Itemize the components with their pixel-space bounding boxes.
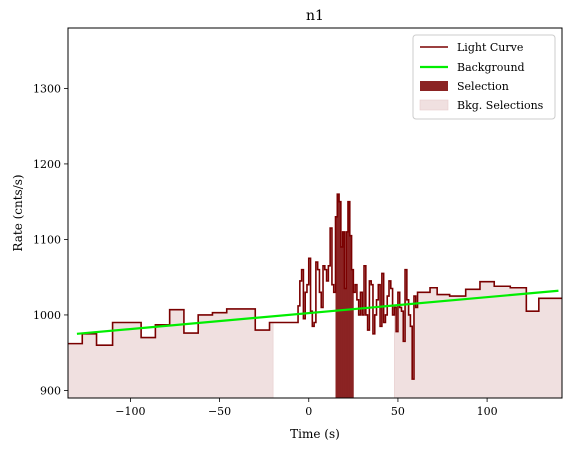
selection-bar (335, 216, 338, 398)
chart-title: n1 (306, 8, 324, 24)
y-tick-label: 900 (40, 384, 61, 397)
x-tick-label: 100 (477, 405, 498, 418)
selection-bar (346, 231, 349, 398)
plot-frame (67, 27, 563, 399)
y-axis-label: Rate (cnts/s) (11, 174, 25, 251)
background-fit-line (76, 289, 559, 335)
legend-label-background: Background (457, 61, 525, 74)
selection-bar (340, 246, 344, 398)
x-axis: −100 −50 0 50 100 (115, 398, 498, 418)
legend-label-bkg-selections: Bkg. Selections (457, 99, 544, 112)
selection-bar (351, 269, 354, 398)
y-tick-label: 1300 (33, 82, 61, 95)
selection-bar (347, 201, 351, 398)
selection-region (335, 194, 354, 398)
bkg-selection-regions (68, 269, 562, 398)
selection-bar (339, 201, 342, 398)
plot-area (68, 193, 562, 398)
legend-label-light-curve: Light Curve (457, 41, 523, 54)
light-curve-series (68, 193, 562, 380)
selection-bar (349, 235, 352, 398)
y-tick-label: 1100 (33, 233, 61, 246)
x-axis-label: Time (s) (290, 427, 340, 441)
x-tick-label: 0 (305, 405, 312, 418)
selection-bar (342, 231, 345, 398)
legend-box (412, 34, 556, 120)
legend: Light Curve Background Selection Bkg. Se… (412, 34, 556, 120)
bkg-selection-region-0 (68, 308, 274, 398)
x-tick-label: −50 (208, 405, 231, 418)
y-axis: 900 1000 1100 1200 1300 (33, 82, 68, 397)
selection-bar (337, 194, 340, 398)
legend-swatch-bkg-selections (419, 99, 449, 111)
selection-bar (344, 288, 347, 398)
y-tick-label: 1000 (33, 309, 61, 322)
legend-label-selection: Selection (457, 80, 509, 93)
y-tick-label: 1200 (33, 158, 61, 171)
x-tick-label: −100 (115, 405, 145, 418)
x-tick-label: 50 (391, 405, 405, 418)
legend-swatch-selection (420, 81, 448, 91)
